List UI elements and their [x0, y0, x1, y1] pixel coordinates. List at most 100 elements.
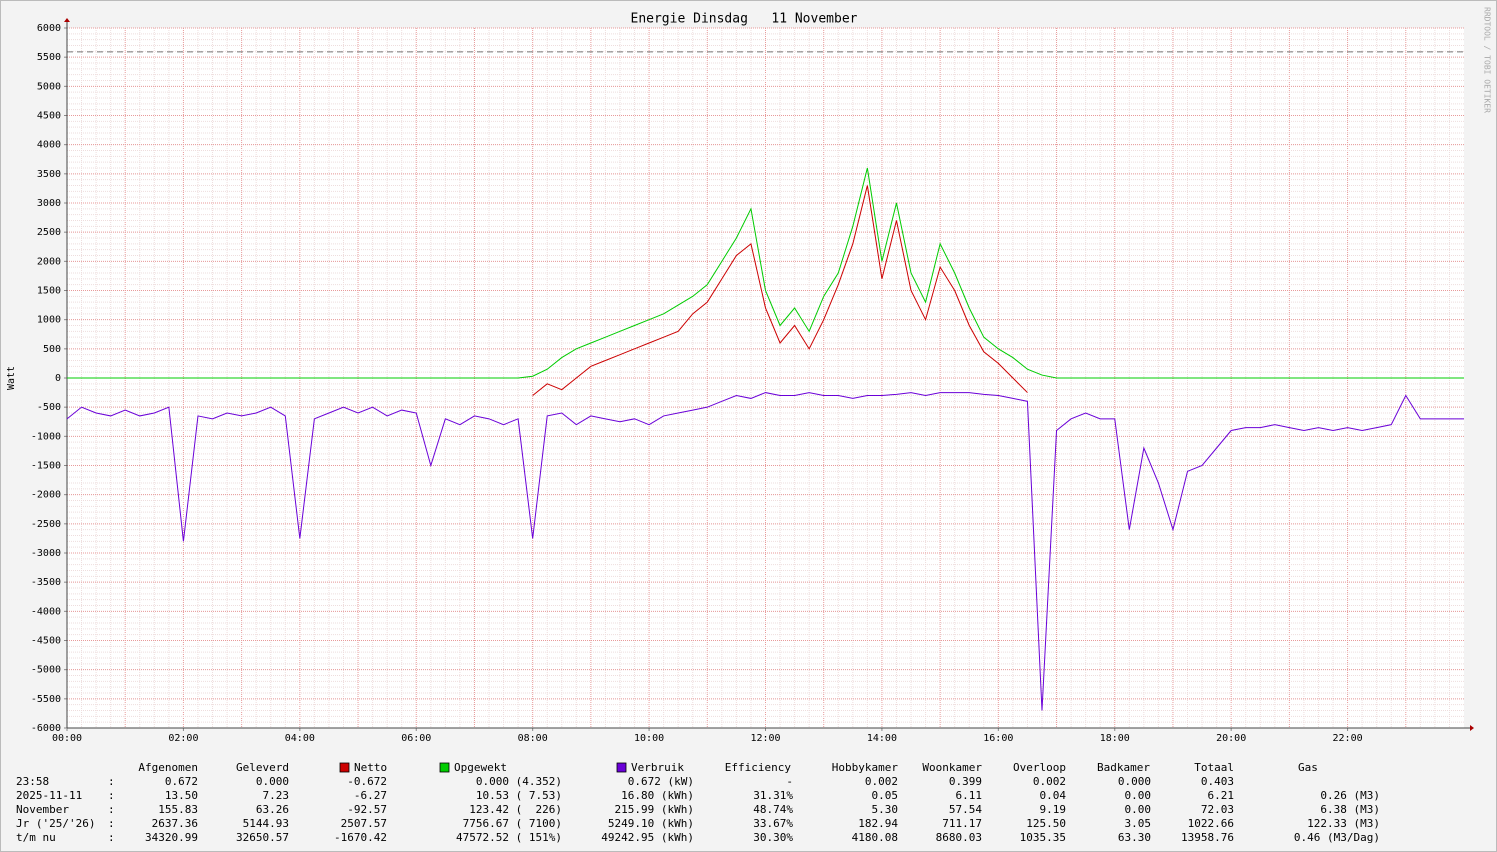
table-cell: 0.000 — [1118, 775, 1151, 788]
table-cell: 34320.99 — [145, 831, 198, 844]
table-cell: 123.42 ( 226) — [469, 803, 562, 816]
chart-title: Energie Dinsdag 11 November — [631, 12, 858, 27]
y-tick-label: 2000 — [37, 256, 61, 267]
table-cell: 122.33 (M3) — [1307, 817, 1380, 830]
row-label: 2025-11-11 — [16, 789, 82, 802]
y-tick-label: 4000 — [37, 140, 61, 151]
table-cell: 4180.08 — [852, 831, 898, 844]
table-cell: 49242.95 (kWh) — [601, 831, 694, 844]
y-tick-label: 0 — [55, 373, 61, 384]
table-cell: 32650.57 — [236, 831, 289, 844]
y-tick-label: -1500 — [31, 461, 61, 472]
legend-swatch — [616, 762, 627, 773]
series-line — [532, 185, 1028, 396]
legend-entry: Netto — [354, 761, 387, 774]
table-cell: - — [786, 775, 793, 788]
y-tick-label: 3500 — [37, 169, 61, 180]
row-separator: : — [108, 817, 115, 830]
x-tick-label: 02:00 — [168, 733, 198, 744]
table-header: Efficiency — [725, 761, 792, 774]
series-line — [66, 392, 1464, 711]
series-line — [67, 167, 1464, 379]
y-tick-label: -3000 — [31, 548, 61, 559]
table-cell: -1670.42 — [334, 831, 387, 844]
table-header: Woonkamer — [922, 761, 982, 774]
y-tick-label: 5000 — [37, 81, 61, 92]
table-cell: 7756.67 ( 7100) — [463, 817, 562, 830]
table-cell: 3.05 — [1125, 817, 1152, 830]
table-cell: -6.27 — [354, 789, 387, 802]
legend-entry: Verbruik — [631, 761, 684, 774]
table-cell: 0.000 — [256, 775, 289, 788]
table-header: Afgenomen — [138, 761, 198, 774]
table-cell: 72.03 — [1201, 803, 1234, 816]
table-header: Overloop — [1013, 761, 1066, 774]
table-cell: 0.002 — [865, 775, 898, 788]
table-cell: 0.00 — [1125, 789, 1152, 802]
table-cell: 6.21 — [1208, 789, 1235, 802]
y-tick-label: 5500 — [37, 52, 61, 63]
y-tick-label: 1000 — [37, 315, 61, 326]
y-axis-label: Watt — [6, 366, 17, 390]
y-tick-label: -2500 — [31, 519, 61, 530]
table-cell: -92.57 — [347, 803, 387, 816]
axis-arrow — [64, 18, 70, 22]
table-cell: 0.00 — [1125, 803, 1152, 816]
table-cell: 30.30% — [753, 831, 793, 844]
table-cell: 2507.57 — [341, 817, 387, 830]
table-header: Gas — [1298, 761, 1318, 774]
table-cell: 63.26 — [256, 803, 289, 816]
x-tick-label: 22:00 — [1333, 733, 1363, 744]
table-cell: 5.30 — [872, 803, 899, 816]
table-cell: 0.672 — [165, 775, 198, 788]
table-cell: 13958.76 — [1181, 831, 1234, 844]
y-tick-label: -5000 — [31, 665, 61, 676]
table-cell: 5144.93 — [243, 817, 289, 830]
y-tick-label: -500 — [37, 402, 61, 413]
y-tick-label: 500 — [43, 344, 61, 355]
row-separator: : — [108, 831, 115, 844]
table-cell: 1035.35 — [1020, 831, 1066, 844]
table-cell: 31.31% — [753, 789, 793, 802]
table-cell: 215.99 (kWh) — [615, 803, 694, 816]
table-cell: 711.17 — [942, 817, 982, 830]
y-tick-label: 6000 — [37, 23, 61, 34]
row-separator: : — [108, 775, 115, 788]
watermark: RRDTOOL / TOBI OETIKER — [1483, 7, 1492, 113]
row-separator: : — [108, 803, 115, 816]
table-cell: 0.000 (4.352) — [476, 775, 562, 788]
table-cell: 1022.66 — [1188, 817, 1234, 830]
table-cell: 0.26 (M3) — [1320, 789, 1380, 802]
table-cell: 182.94 — [858, 817, 898, 830]
x-tick-label: 10:00 — [634, 733, 664, 744]
x-tick-label: 18:00 — [1100, 733, 1130, 744]
table-cell: 0.04 — [1040, 789, 1067, 802]
table-cell: 9.19 — [1040, 803, 1067, 816]
table-cell: 155.83 — [158, 803, 198, 816]
y-tick-label: 1500 — [37, 286, 61, 297]
x-tick-label: 14:00 — [867, 733, 897, 744]
y-tick-label: -4500 — [31, 636, 61, 647]
table-cell: 5249.10 (kWh) — [608, 817, 694, 830]
x-tick-label: 12:00 — [750, 733, 780, 744]
legend-swatch — [439, 762, 450, 773]
table-header: Totaal — [1194, 761, 1234, 774]
row-separator: : — [108, 789, 115, 802]
x-tick-label: 08:00 — [518, 733, 548, 744]
table-cell: 48.74% — [753, 803, 793, 816]
x-tick-label: 00:00 — [52, 733, 82, 744]
row-label: 23:58 — [16, 775, 49, 788]
x-tick-label: 04:00 — [285, 733, 315, 744]
y-tick-label: -1000 — [31, 431, 61, 442]
table-cell: 57.54 — [949, 803, 982, 816]
x-tick-label: 20:00 — [1216, 733, 1246, 744]
y-tick-label: 4500 — [37, 111, 61, 122]
y-tick-label: 3000 — [37, 198, 61, 209]
table-cell: 16.80 (kWh) — [621, 789, 694, 802]
legend-swatch — [339, 762, 350, 773]
axis-arrow — [1470, 725, 1474, 731]
table-cell: 0.05 — [872, 789, 899, 802]
x-tick-label: 16:00 — [983, 733, 1013, 744]
